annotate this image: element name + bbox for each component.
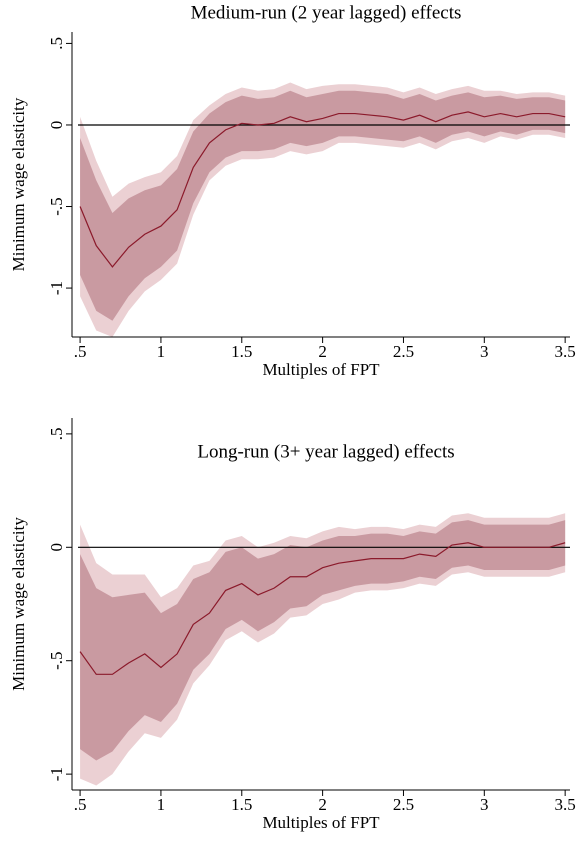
x-axis-label: Multiples of FPT: [262, 360, 380, 379]
y-tick-label: -1: [47, 281, 66, 295]
x-tick-label: 3.5: [555, 342, 576, 361]
chart-title: Long-run (3+ year lagged) effects: [197, 441, 454, 462]
x-axis-label: Multiples of FPT: [262, 813, 380, 832]
y-tick-label: .5: [47, 428, 66, 441]
y-tick-label: -.5: [47, 197, 66, 215]
y-tick-label: .5: [47, 37, 66, 50]
x-tick-label: 1: [157, 342, 166, 361]
y-tick-label: -.5: [47, 651, 66, 669]
x-tick-label: 3: [480, 342, 489, 361]
x-tick-label: 1: [157, 795, 166, 814]
y-tick-label: -1: [47, 767, 66, 781]
x-tick-label: 2.5: [393, 342, 414, 361]
x-tick-label: 2: [318, 795, 327, 814]
x-tick-label: 3.5: [555, 795, 576, 814]
x-tick-label: .5: [74, 342, 87, 361]
estimate-line: [79, 111, 566, 268]
chart-title: Medium-run (2 year lagged) effects: [191, 2, 462, 23]
x-tick-label: 3: [480, 795, 489, 814]
x-tick-label: 2: [318, 342, 327, 361]
x-tick-label: 1.5: [231, 795, 252, 814]
x-tick-label: 2.5: [393, 795, 414, 814]
estimate-line: [79, 542, 566, 675]
y-tick-label: 0: [47, 121, 66, 130]
y-axis-label: Minimum wage elasticity: [9, 517, 28, 691]
x-tick-label: .5: [74, 795, 87, 814]
x-tick-label: 1.5: [231, 342, 252, 361]
confidence-band: [80, 90, 566, 321]
y-tick-label: 0: [47, 543, 66, 552]
y-axis-label: Minimum wage elasticity: [9, 97, 28, 271]
confidence-band: [80, 520, 566, 761]
